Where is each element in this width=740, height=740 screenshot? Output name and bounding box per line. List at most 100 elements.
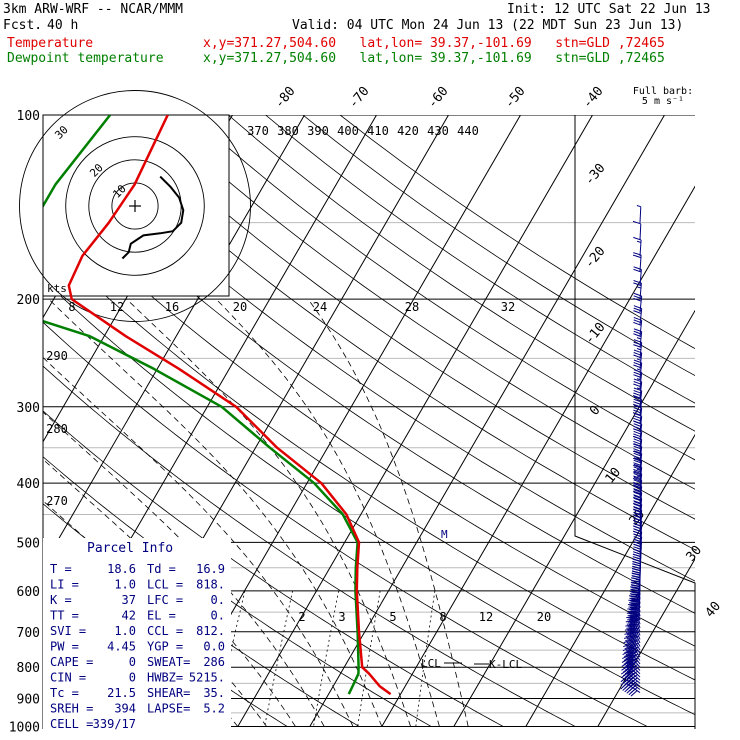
pressure-label: 500 <box>17 536 40 551</box>
parcel-value: 0.0 <box>203 640 225 654</box>
hodograph-kts-label: kts <box>47 282 67 295</box>
parcel-value: 16.9 <box>196 562 225 576</box>
hodograph-ring <box>65 136 205 276</box>
parcel-info-panel: Parcel Info T = 18.6 Td = 16.9 LI = 1.0 LCL = 81… <box>43 538 231 731</box>
parcel-label: CAPE = <box>50 655 93 669</box>
parcel-value: 37 <box>122 593 136 607</box>
parcel-value: 0 <box>129 655 136 669</box>
dry-adiabat <box>43 365 576 727</box>
wind-barb <box>632 457 643 477</box>
parcel-label: SREH = <box>50 702 93 716</box>
parcel-label: T = <box>50 562 72 576</box>
wind-barb <box>632 252 642 272</box>
mixing-ratio-label: 8 <box>439 610 446 624</box>
isotherm <box>43 115 305 567</box>
wind-barb <box>621 658 641 673</box>
wind-barb <box>620 683 641 697</box>
wind-barb <box>627 604 641 621</box>
wind-barb <box>629 590 641 609</box>
pressure-label: 100 <box>17 109 40 124</box>
temperature-profile <box>67 115 392 696</box>
hodograph-speed-label: 28 <box>405 300 419 314</box>
wind-barb <box>623 639 641 654</box>
hodograph-ring <box>19 90 251 322</box>
wind-barbs: Full barb:5 m s⁻¹ <box>620 86 693 697</box>
pressure-label: 200 <box>17 293 40 308</box>
parcel-value: 4.45 <box>107 640 136 654</box>
parcel-label: PW = <box>50 640 79 654</box>
mixing-ratio-label: 5 <box>389 610 396 624</box>
wind-barb <box>632 420 643 441</box>
parcel-label: HWBZ= <box>147 671 183 685</box>
parcel-label: YGP = <box>147 640 183 654</box>
top-temperature-label: -80 <box>272 84 299 112</box>
wind-barb <box>632 428 643 448</box>
barbs-title: Full barb: <box>633 86 693 97</box>
isotherm <box>0 115 17 727</box>
parcel-value: 818. <box>196 578 225 592</box>
moist-adiabat <box>307 298 469 727</box>
wind-barb <box>627 608 641 625</box>
wind-barb <box>633 236 642 256</box>
pressure-label: 800 <box>17 661 40 676</box>
mixing-ratio-line <box>264 590 293 727</box>
top-temperature-label: -70 <box>346 84 373 112</box>
isotherm <box>597 557 695 727</box>
right-temperature-label: -30 <box>582 161 609 189</box>
theta-label: 380 <box>277 124 299 138</box>
parcel-label: SVI = <box>50 624 86 638</box>
parcel-label: LCL = <box>147 578 183 592</box>
top-temperature-label: -40 <box>580 84 607 112</box>
wind-barb <box>632 470 643 490</box>
parcel-label: CELL = <box>50 717 93 731</box>
wind-barb <box>633 317 643 337</box>
parcel-label: Tc = <box>50 686 79 700</box>
theta-label: 400 <box>337 124 359 138</box>
top-temperature-label: -60 <box>425 84 452 112</box>
dry-adiabat <box>228 115 695 432</box>
parcel-value: 0. <box>211 609 225 623</box>
right-temperature-label: 40 <box>703 599 725 621</box>
wind-barb <box>633 305 643 325</box>
profiles <box>43 115 392 696</box>
dry-adiabat <box>43 195 695 647</box>
isotherm <box>237 115 593 727</box>
isotherm <box>525 433 695 727</box>
parcel-marker: M <box>441 528 448 541</box>
klcl-label: K-LCL <box>489 658 522 671</box>
wind-barb <box>632 220 642 240</box>
wind-barb <box>633 359 643 379</box>
parcel-value: 339/17 <box>93 717 136 731</box>
isotherm <box>381 185 695 727</box>
parcel-label: LAPSE= <box>147 702 190 716</box>
wind-barb <box>625 624 641 640</box>
parcel-value: 394 <box>114 702 136 716</box>
dry-adiabat <box>43 321 648 727</box>
theta-label: 370 <box>247 124 269 138</box>
moist-adiabat <box>215 298 440 727</box>
wind-barb <box>632 450 643 470</box>
right-temperature-label: 30 <box>684 543 706 565</box>
dry-adiabat <box>302 115 695 377</box>
pressure-label: 300 <box>17 401 40 416</box>
barbs-unit: 5 m s⁻¹ <box>642 96 684 107</box>
dry-adiabat <box>79 115 695 551</box>
wind-barb <box>633 369 643 389</box>
parcel-value: 35. <box>203 686 225 700</box>
theta-left-label: 270 <box>46 494 68 508</box>
theta-label: 430 <box>427 124 449 138</box>
dry-adiabat <box>190 115 695 461</box>
hodograph-speed-label: 16 <box>165 300 179 314</box>
wind-barb <box>623 635 641 651</box>
dewpoint-info: x,y=371.27,504.60 lat,lon= 39.37,-101.69… <box>203 51 665 66</box>
wind-barb <box>622 650 641 665</box>
parcel-value: 0 <box>129 671 136 685</box>
parcel-label: SWEAT= <box>147 655 190 669</box>
dry-adiabat <box>265 115 695 404</box>
wind-barb <box>633 528 643 548</box>
hodograph-trace <box>121 175 185 260</box>
wind-barb <box>632 476 643 497</box>
forecast-hours: 40 h <box>47 18 79 33</box>
pressure-label: 400 <box>17 477 40 492</box>
